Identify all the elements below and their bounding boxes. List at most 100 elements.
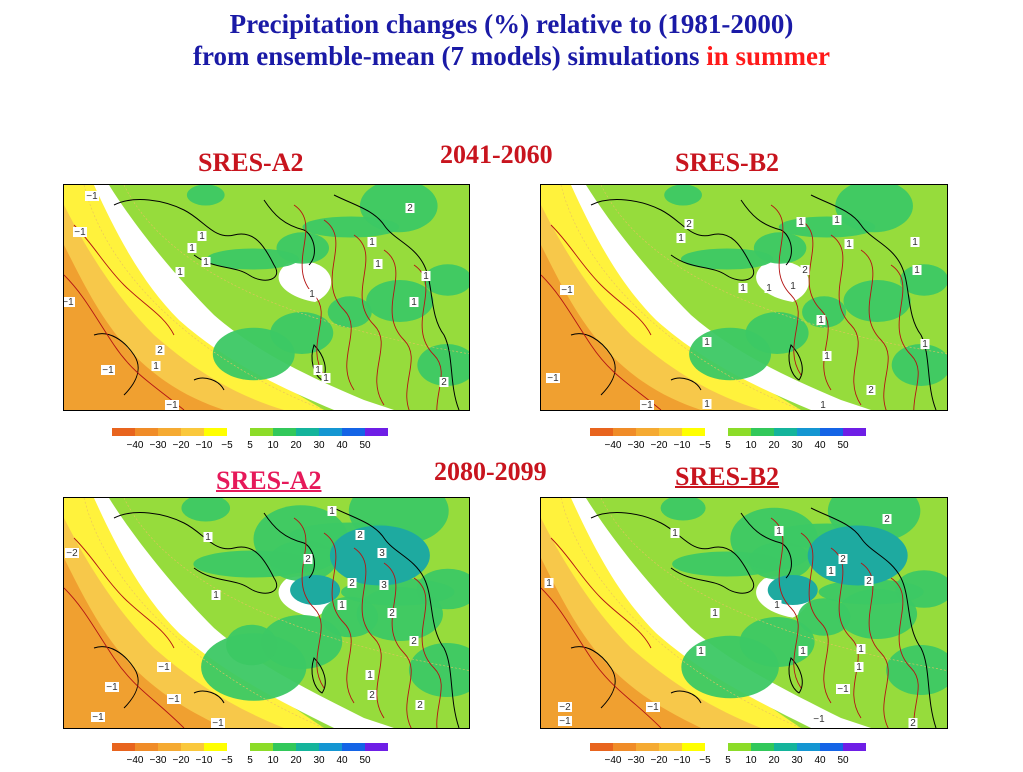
colorbar-tick-label: 30 xyxy=(791,755,803,766)
period-label-2041-2060: 2041-2060 xyxy=(440,140,553,169)
contour-label: 2 xyxy=(868,385,874,396)
contour-label: 1 xyxy=(798,217,804,228)
contour-label: 1 xyxy=(740,283,746,294)
colorbar-tick-label: −20 xyxy=(651,440,668,451)
colorbar-tick-label: 20 xyxy=(768,440,780,451)
contour-label-bg xyxy=(101,365,115,375)
contour-label-bg xyxy=(640,400,654,410)
contour-label-bg xyxy=(313,365,323,375)
coastline xyxy=(570,507,937,728)
contour-label-bg xyxy=(65,548,79,558)
contour-label: −1 xyxy=(559,716,571,727)
contour-label-bg xyxy=(415,700,425,710)
contour-label-bg xyxy=(796,217,806,227)
colorbar-tick-label: 5 xyxy=(247,440,253,451)
contour-label-bg xyxy=(702,337,712,347)
contour-label-bg xyxy=(844,239,854,249)
contour-label-bg xyxy=(816,315,826,325)
contour-label: −1 xyxy=(166,400,178,410)
contour-label-bg xyxy=(105,682,119,692)
contour-label-bg xyxy=(337,600,347,610)
colorbar-swatch xyxy=(728,428,751,436)
colorbar-tick-label: −5 xyxy=(699,755,711,766)
contour-label: 2 xyxy=(389,608,395,619)
contour-label-bg xyxy=(544,578,554,588)
contour-label-bg xyxy=(812,714,826,724)
contour-label: 1 xyxy=(153,361,159,372)
contour-label: 1 xyxy=(309,289,315,300)
contour-label-bg xyxy=(155,345,165,355)
contour-label: 1 xyxy=(329,506,335,517)
contour-label: −1 xyxy=(168,694,180,705)
title-season-accent: in summer xyxy=(706,41,830,71)
colorbar-tick-label: −40 xyxy=(605,755,622,766)
contour-label-bg xyxy=(738,283,748,293)
contour-label-bg xyxy=(822,351,832,361)
contour-label-bg xyxy=(211,590,221,600)
colorbar-swatch xyxy=(204,428,227,436)
colorbar-tick-label: −20 xyxy=(173,440,190,451)
contour-label: 1 xyxy=(912,237,918,248)
contour-label: −1 xyxy=(86,191,98,202)
contour-label-bg xyxy=(676,233,686,243)
contour-label: 2 xyxy=(407,203,413,214)
contour-label-bg xyxy=(798,646,808,656)
colorbar-swatch xyxy=(204,743,227,751)
contour-label: 1 xyxy=(776,526,782,537)
contour-label: 2 xyxy=(686,219,692,230)
colorbar-swatch xyxy=(843,743,866,751)
colorbar-swatch xyxy=(181,428,204,436)
colorbar-swatch xyxy=(590,743,613,751)
colorbar-swatch xyxy=(319,743,342,751)
contour-label: 1 xyxy=(818,315,824,326)
colorbar-tick-label: −10 xyxy=(196,440,213,451)
contour-label: −1 xyxy=(561,285,573,296)
colorbar-swatch xyxy=(613,428,636,436)
contour-label-bg xyxy=(211,718,225,728)
contour-label-bg xyxy=(670,528,680,538)
colorbar-swatch xyxy=(227,428,250,436)
contour-label: 1 xyxy=(790,281,796,292)
colorbar-swatch xyxy=(158,743,181,751)
coastline xyxy=(93,507,460,728)
contour-label: 1 xyxy=(189,243,195,254)
contour-label-bg xyxy=(826,566,836,576)
colorbar-tick-label: 5 xyxy=(725,755,731,766)
contour-label: 1 xyxy=(339,600,345,611)
contour-label: −1 xyxy=(158,662,170,673)
contour-label-bg xyxy=(197,231,207,241)
colorbar-tick-label: 30 xyxy=(313,755,325,766)
contour-label: −1 xyxy=(92,712,104,723)
contour-label: 2 xyxy=(417,700,423,711)
contour-label-bg xyxy=(882,514,892,524)
colorbar-swatch xyxy=(636,428,659,436)
colorbar-swatch xyxy=(843,428,866,436)
contour-label-bg xyxy=(387,608,397,618)
colorbar-tick-label: 40 xyxy=(336,755,348,766)
contour-label-bg xyxy=(409,636,419,646)
colorbar-swatch xyxy=(227,743,250,751)
colorbar-swatch xyxy=(296,428,319,436)
colorbar-tick-label: 30 xyxy=(313,440,325,451)
colorbar-swatch xyxy=(158,428,181,436)
contour-label: −1 xyxy=(813,714,825,725)
contour-label-bg xyxy=(379,580,389,590)
contour-label-bg xyxy=(836,684,850,694)
colorbar-tick-label: −20 xyxy=(173,755,190,766)
contour-label-bg xyxy=(558,702,572,712)
colorbar-tick-label: −30 xyxy=(150,755,167,766)
colorbar-swatch xyxy=(273,743,296,751)
contour-label-bg xyxy=(910,237,920,247)
colorbar-swatch xyxy=(682,428,705,436)
colorbar-b2-2041: −40 −30 −20 −10 −5 5 10 20 30 40 50 xyxy=(590,428,880,461)
colorbar-tick-label: 40 xyxy=(814,755,826,766)
period-label-2080-2099: 2080-2099 xyxy=(434,457,547,486)
colorbar-tick-label: −30 xyxy=(628,440,645,451)
colorbar-swatch xyxy=(365,428,388,436)
contour-label-bg xyxy=(307,289,317,299)
colorbar-swatch xyxy=(728,743,751,751)
colorbar-a2-2041: −40 −30 −20 −10 −5 5 10 20 30 40 50 xyxy=(112,428,402,461)
colorbar-tick-label: −40 xyxy=(127,755,144,766)
contour-label: 2 xyxy=(357,530,363,541)
colorbar-tick-label: 10 xyxy=(745,440,757,451)
